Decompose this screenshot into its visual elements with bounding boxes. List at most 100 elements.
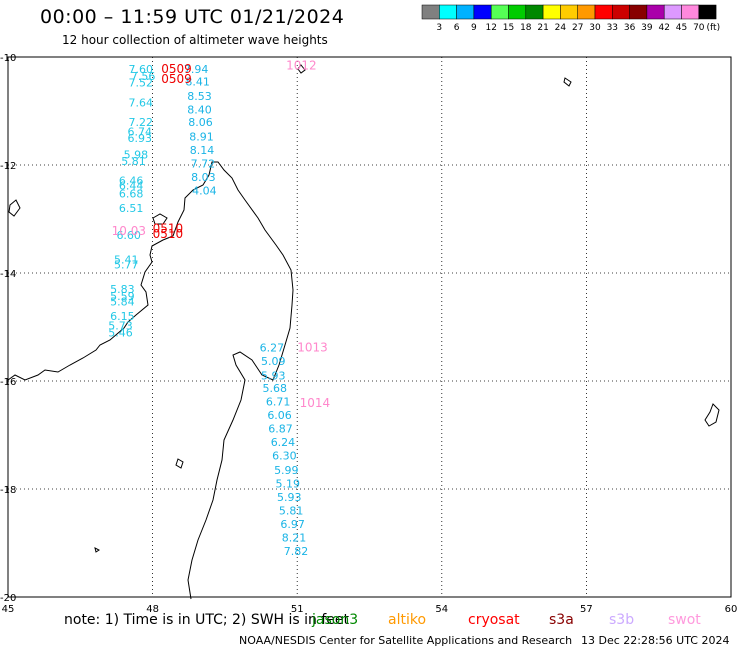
lon-tick-label: 45 (2, 604, 15, 615)
satellite-legend-s3a: s3a (549, 612, 574, 628)
wave-height-label: 6.30 (272, 449, 297, 462)
wave-height-label: 5.68 (262, 382, 287, 395)
wave-height-label: 6.46 (119, 174, 144, 187)
wave-height-label: 6.60 (116, 229, 141, 242)
wave-height-label: 6.97 (280, 518, 305, 531)
map-frame (7, 56, 732, 598)
plot-border (7, 56, 732, 598)
wave-height-label: 6.93 (128, 132, 153, 145)
lon-tick-label: 57 (580, 604, 593, 615)
credit-text: NOAA/NESDIS Center for Satellite Applica… (239, 634, 573, 647)
wave-height-label: 5.81 (279, 504, 304, 517)
wave-height-label: 8.03 (191, 171, 216, 184)
satellite-legend-jason3: jason3 (312, 612, 359, 628)
wave-height-label: 6.74 (128, 125, 153, 138)
legend-tick-label: 15 (503, 23, 514, 33)
coastline (7, 64, 720, 600)
lon-tick-label: 54 (435, 604, 448, 615)
wave-height-label: 5.83 (110, 283, 134, 296)
wave-height-label: 5.59 (110, 290, 134, 303)
wave-height-label: 7.52 (129, 77, 154, 90)
wave-height-label: 5.41 (114, 253, 139, 266)
wave-height-label: 5.46 (108, 327, 133, 340)
lon-tick-label: 51 (291, 604, 304, 615)
lat-tick-label: -18 (0, 485, 16, 496)
swot-label: 10.03 (112, 224, 146, 238)
sainte-marie-island (297, 64, 306, 74)
wave-height-label: 5.98 (124, 149, 148, 162)
chart-title: 00:00 – 11:59 UTC 01/21/2024 (40, 6, 345, 28)
wave-height-label: 7.56 (131, 70, 156, 83)
small-islet-1 (175, 458, 184, 469)
lat-tick-label: -12 (0, 161, 16, 172)
madagascar-coastline (7, 161, 294, 600)
lat-tick-label: -20 (0, 593, 16, 604)
graticule-grid (7, 56, 732, 598)
color-scale-legend: 3 6 9 12 15 18 21 24 27 30 33 36 39 42 45 70 (ft) (421, 4, 721, 33)
legend-swatch (698, 4, 717, 20)
wave-height-label: 8.06 (188, 116, 213, 129)
wave-height-label: 8.91 (189, 131, 214, 144)
wave-height-label: 8.53 (187, 90, 212, 103)
wave-height-label: 5.99 (274, 464, 299, 477)
lat-tick-label: -14 (0, 269, 16, 280)
wave-height-label: 7.60 (129, 63, 154, 76)
legend-tick-label: 18 (520, 23, 532, 33)
wave-height-label: 5.93 (277, 491, 302, 504)
northwest-islet (563, 77, 572, 87)
swot-label: 1013 (297, 340, 328, 354)
axis-labels: 45 48 51 54 57 60 -10 -12 -14 -16 -18 -20 (0, 53, 737, 615)
small-islet-2 (94, 547, 100, 553)
wave-height-label: 8.21 (282, 531, 307, 544)
nosy-be-island (152, 213, 168, 225)
legend-unit: (ft) (707, 23, 721, 33)
satellite-legend-cryosat: cryosat (468, 612, 520, 628)
wave-height-label: 5.81 (121, 155, 145, 168)
wave-height-label: 6.15 (110, 310, 134, 323)
cryosat-label: 0510 (153, 222, 184, 236)
wave-height-label: 7.72 (191, 158, 216, 171)
lat-tick-label: -10 (0, 53, 16, 64)
wave-height-label: 8.41 (185, 76, 210, 89)
satellite-legend-s3b: s3b (609, 612, 635, 628)
swot-label: 1014 (300, 396, 331, 410)
wave-height-label: 5.77 (114, 259, 139, 272)
swot-label: 1012 (286, 58, 317, 72)
wave-height-label: 6.87 (268, 422, 293, 435)
wave-height-label: 5.19 (276, 477, 301, 490)
wave-height-label: 7.64 (129, 97, 154, 110)
cryosat-label: 0509 (161, 72, 192, 86)
wave-height-label: 6.68 (119, 187, 144, 200)
legend-tick-label: 24 (555, 23, 567, 33)
legend-tick-label: 21 (537, 23, 548, 33)
wave-height-label: 7.22 (129, 116, 154, 129)
wave-height-label: 5.93 (261, 369, 286, 382)
lon-tick-label: 60 (725, 604, 738, 615)
legend-tick-label: 12 (485, 23, 496, 33)
wave-height-label: 5.84 (110, 295, 134, 308)
legend-tick-label: 36 (624, 23, 636, 33)
legend-tick-label: 45 (676, 23, 687, 33)
mauritius-island (704, 403, 720, 427)
wave-height-label: 6.06 (267, 409, 292, 422)
wave-height-label: 6.27 (260, 341, 285, 354)
wave-height-label: 7.82 (284, 545, 309, 558)
legend-tick-label: 39 (641, 23, 653, 33)
satellite-legend-swot: swot (668, 612, 701, 628)
legend-tick-label: 3 (436, 23, 442, 33)
wave-height-label: 6.24 (271, 436, 296, 449)
wave-height-label: 5.73 (108, 320, 133, 333)
wave-height-label: 4.04 (192, 185, 217, 198)
satellite-legend-altiko: altiko (388, 612, 427, 628)
wave-height-label: 7.94 (184, 63, 209, 76)
legend-tick-label: 70 (693, 23, 705, 33)
lon-tick-label: 48 (146, 604, 159, 615)
legend-tick-label: 6 (454, 23, 460, 33)
western-coast-fragment (8, 199, 21, 217)
wave-height-label: 8.14 (190, 144, 215, 157)
legend-tick-label: 9 (471, 23, 477, 33)
legend-tick-label: 30 (589, 23, 601, 33)
note-text: note: 1) Time is in UTC; 2) SWH is in fe… (64, 612, 350, 628)
legend-tick-label: 33 (607, 23, 618, 33)
